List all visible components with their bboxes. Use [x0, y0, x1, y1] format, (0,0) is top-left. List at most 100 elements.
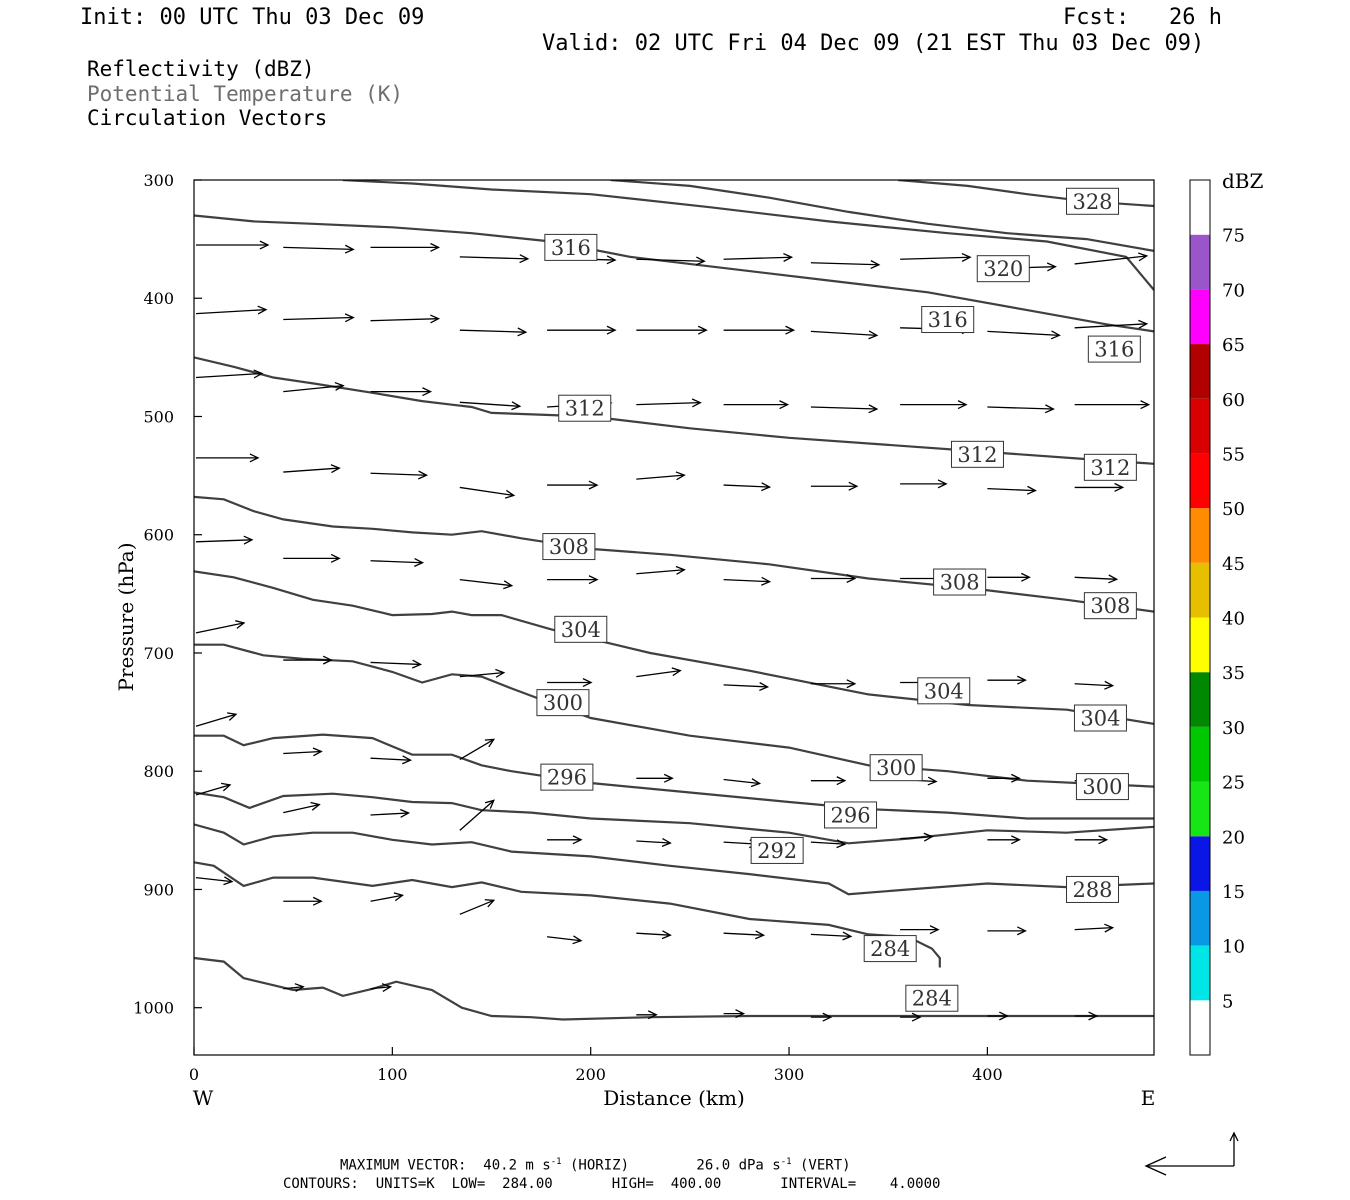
circulation-vector [195, 782, 232, 796]
circulation-vector [283, 655, 333, 665]
svg-text:328: 328 [1072, 190, 1112, 214]
colorbar-label: 15 [1222, 882, 1245, 903]
theta-contour-316 [194, 214, 1154, 333]
circulation-vector [636, 256, 706, 266]
circulation-vector [1074, 574, 1119, 584]
circulation-vector [636, 1010, 658, 1020]
circulation-vector [900, 832, 934, 842]
circulation-vector [196, 453, 260, 463]
contour-label: 312 [1083, 453, 1137, 481]
colorbar-swatch [1190, 890, 1210, 946]
svg-text:284: 284 [870, 937, 910, 961]
init-time: Init: 00 UTC Thu 03 Dec 09 [80, 5, 425, 30]
circulation-vector [459, 486, 516, 499]
circulation-vector [810, 481, 859, 491]
contour-label: 312 [558, 394, 612, 422]
contour-label: 300 [536, 689, 590, 717]
circulation-vector [723, 930, 766, 940]
colorbar-swatch [1190, 344, 1210, 399]
circulation-vector [810, 679, 857, 689]
circulation-vector [195, 535, 254, 545]
circulation-vector [547, 835, 583, 845]
svg-text:292: 292 [757, 839, 797, 863]
circulation-vector [636, 773, 674, 783]
colorbar-swatch [1190, 672, 1210, 727]
svg-text:320: 320 [983, 257, 1023, 281]
colorbar-label: 45 [1222, 554, 1245, 575]
circulation-vector [459, 579, 514, 590]
circulation-vector [547, 480, 599, 490]
theta-contour-324 [610, 180, 1154, 252]
colorbar-label: 40 [1222, 609, 1245, 630]
circulation-vector [195, 712, 238, 727]
theta-contour-312 [194, 356, 1154, 465]
svg-text:316: 316 [551, 236, 591, 260]
circulation-vector [283, 553, 341, 563]
circulation-vector [370, 983, 393, 993]
footer-sup-horiz: -1 [550, 1157, 562, 1167]
circulation-vector [723, 682, 770, 692]
contour-label: 308 [933, 568, 987, 596]
contour-label: 296 [540, 763, 594, 791]
circulation-vector [370, 242, 441, 252]
circulation-vector [283, 896, 323, 906]
circulation-vector [987, 404, 1055, 414]
circulation-vector [987, 926, 1027, 936]
y-tick-label: 900 [143, 880, 174, 899]
circulation-vector [370, 470, 429, 480]
y-tick-label: 400 [143, 289, 174, 308]
colorbar-label: 65 [1222, 335, 1245, 356]
colorbar-label: 35 [1222, 663, 1245, 684]
circulation-vector [636, 325, 708, 335]
svg-text:284: 284 [912, 987, 952, 1011]
circulation-vector [1074, 482, 1125, 492]
contour-label: 284 [905, 984, 959, 1012]
circulation-vector [987, 330, 1061, 340]
circulation-vector [723, 400, 790, 410]
colorbar-label: 60 [1222, 390, 1245, 411]
footer-max-vector-vert: (HORIZ) 26.0 dPa s [561, 1157, 781, 1174]
circulation-vector [723, 778, 762, 788]
circulation-vector [987, 773, 1021, 783]
colorbar-swatch [1190, 781, 1210, 837]
circulation-vector [987, 485, 1037, 495]
circulation-vector [723, 1009, 746, 1019]
colorbar-swatch [1190, 289, 1210, 345]
svg-text:288: 288 [1072, 878, 1112, 902]
colorbar-frame [1189, 179, 1211, 1056]
contour-label: 320 [976, 255, 1030, 283]
colorbar-label: 55 [1222, 444, 1245, 465]
circulation-vector [459, 738, 496, 760]
colorbar-swatch [1190, 1000, 1210, 1055]
circulation-vector [195, 620, 246, 634]
circulation-vector [547, 325, 617, 335]
colorbar-label: 10 [1222, 937, 1245, 958]
circulation-vector [195, 369, 264, 379]
plot-frame [193, 179, 1155, 1056]
circulation-vector [987, 1011, 1009, 1021]
circulation-vector [723, 325, 796, 335]
svg-text:308: 308 [940, 571, 980, 595]
colorbar-swatch [1190, 945, 1210, 1001]
legend-circulation-vectors: Circulation Vectors [87, 106, 328, 130]
circulation-vector [283, 983, 305, 993]
circulation-vector [810, 1012, 833, 1022]
circulation-vector [987, 572, 1031, 582]
legend-reflectivity: Reflectivity (dBZ) [87, 57, 315, 81]
svg-text:296: 296 [830, 803, 870, 827]
circulation-vector [459, 254, 530, 264]
circulation-vector [1074, 252, 1149, 265]
x-tick-label: 300 [774, 1065, 805, 1084]
circulation-vector [900, 252, 972, 262]
circulation-vector [459, 799, 495, 831]
svg-text:308: 308 [1090, 594, 1130, 618]
circulation-vector [283, 244, 355, 254]
x-axis-label: Distance (km) [603, 1086, 745, 1110]
circulation-vector [810, 931, 853, 941]
circulation-vector [900, 400, 968, 410]
contour-label: 328 [1066, 187, 1120, 215]
colorbar-label: 20 [1222, 827, 1245, 848]
circulation-vector [636, 398, 702, 408]
x-tick-label: 200 [575, 1065, 606, 1084]
